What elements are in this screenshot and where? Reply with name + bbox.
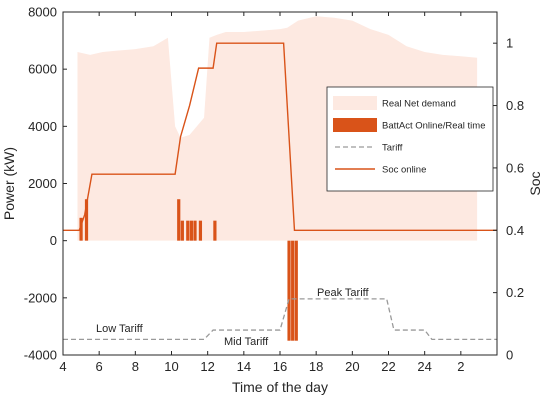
y-left-tick-label: 2000 [28, 176, 57, 191]
legend: Real Net demand BattAct Online/Real time… [326, 86, 494, 192]
x-tick-label: 10 [164, 359, 178, 374]
battery-bar [79, 217, 83, 241]
battery-bar [198, 220, 203, 241]
x-tick-label: 2 [457, 359, 464, 374]
mid-tariff-annotation: Mid Tariff [224, 336, 269, 348]
x-tick-label: 8 [132, 359, 139, 374]
battery-bar [177, 199, 181, 241]
x-tick-label: 24 [417, 359, 431, 374]
y-left-tick-label: 6000 [28, 62, 57, 77]
x-tick-label: 16 [273, 359, 287, 374]
legend-label-tariff: Tariff [382, 143, 403, 154]
battery-bar [294, 240, 298, 341]
y-right-tick-label: 0.6 [506, 160, 524, 175]
y-left-tick-label: -4000 [24, 348, 57, 363]
lines-layer [63, 42, 497, 341]
x-tick-label: 20 [345, 359, 359, 374]
x-tick-label: 14 [237, 359, 251, 374]
x-axis-label: Time of the day [232, 379, 328, 395]
y-left-tick-label: 0 [50, 233, 57, 248]
y-right-tick-label: 0.4 [506, 223, 524, 238]
battery-bar [193, 220, 197, 241]
y-left-tick-label: 4000 [28, 119, 57, 134]
battery-bar [287, 240, 291, 341]
battery-bar [189, 220, 193, 241]
y-left-tick-label: 8000 [28, 5, 57, 20]
battery-bar [291, 240, 295, 341]
y-axis-right-label: Soc [527, 171, 543, 195]
x-tick-label: 4 [59, 359, 66, 374]
battery-bars-layer [79, 199, 298, 341]
y-right-tick-label: 0 [506, 348, 513, 363]
legend-label-battery: BattAct Online/Real time [382, 121, 486, 132]
battery-bar [186, 220, 190, 241]
peak-tariff-annotation: Peak Tariff [317, 287, 370, 299]
tariff-line [63, 298, 497, 341]
x-tick-label: 18 [309, 359, 323, 374]
low-tariff-annotation: Low Tariff [96, 323, 144, 335]
x-tick-label: 6 [96, 359, 103, 374]
y-right-tick-label: 0.2 [506, 285, 524, 300]
soc-line [63, 42, 497, 231]
legend-swatch-battery [333, 118, 377, 132]
battery-bar [180, 220, 184, 241]
legend-swatch-net-demand [333, 96, 377, 110]
y-right-tick-label: 0.8 [506, 98, 524, 113]
battery-bar [84, 199, 89, 241]
y-right-tick-label: 1 [506, 36, 513, 51]
x-tick-label: 12 [200, 359, 214, 374]
y-left-tick-label: -2000 [24, 290, 57, 305]
y-axis-left-label: Power (kW) [1, 147, 17, 220]
battery-bar [213, 220, 217, 241]
x-tick-label: 22 [381, 359, 395, 374]
legend-label-net-demand: Real Net demand [382, 99, 456, 110]
axes-layer: 4 6 8 10 12 14 16 18 20 22 24 280006000400020000-20… [24, 5, 524, 375]
legend-label-soc: Soc online [382, 165, 426, 176]
